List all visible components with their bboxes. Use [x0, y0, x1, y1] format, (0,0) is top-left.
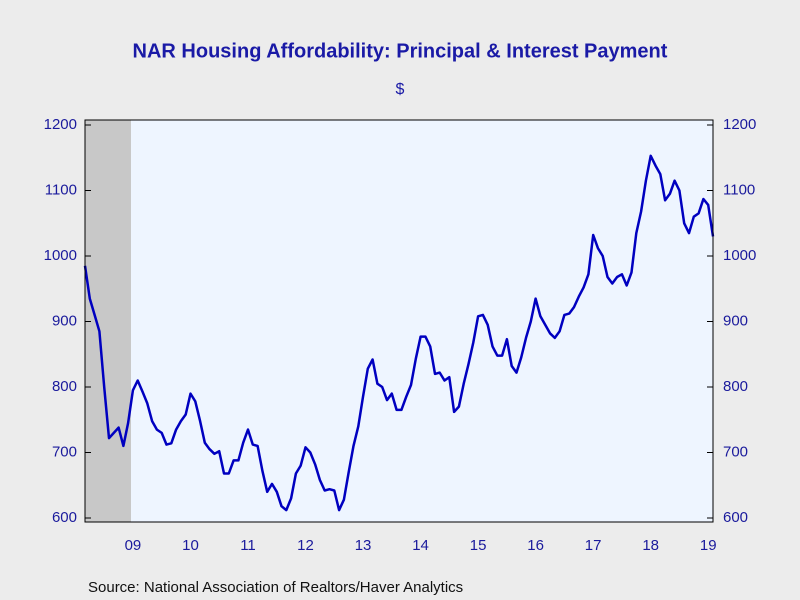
x-tick-label: 17	[585, 537, 602, 554]
x-tick-label: 15	[470, 537, 487, 554]
x-tick-label: 19	[700, 537, 717, 554]
y2-tick-label: 700	[723, 443, 748, 460]
plot-area	[85, 120, 713, 522]
subtitle: $	[396, 81, 405, 98]
y-tick-label: 600	[52, 509, 77, 526]
recession-shade	[85, 120, 131, 522]
y-tick-label: 800	[52, 378, 77, 395]
x-tick-label: 16	[527, 537, 544, 554]
y-tick-label: 1000	[44, 247, 77, 264]
y2-tick-label: 1200	[723, 116, 756, 133]
plot-border	[84, 119, 714, 523]
data-line	[83, 154, 715, 512]
x-tick-label: 10	[182, 537, 199, 554]
x-tick-label: 12	[297, 537, 314, 554]
x-tick-label: 11	[240, 537, 256, 554]
x-tick-label: 14	[412, 537, 429, 554]
x-tick-label: 09	[125, 537, 142, 554]
y-tick-label: 900	[52, 312, 77, 329]
y-tick-label: 700	[52, 443, 77, 460]
chart-title: NAR Housing Affordability: Principal & I…	[133, 40, 668, 62]
y2-tick-label: 900	[723, 312, 748, 329]
y2-tick-label: 600	[723, 509, 748, 526]
y2-tick-label: 1000	[723, 247, 756, 264]
y-tick-label: 1100	[45, 181, 77, 198]
y2-tick-label: 1100	[723, 181, 755, 198]
y2-tick-label: 800	[723, 378, 748, 395]
source: Source: National Association of Realtors…	[88, 579, 463, 596]
x-tick-label: 18	[642, 537, 659, 554]
y-tick-label: 1200	[44, 116, 77, 133]
x-tick-label: 13	[355, 537, 372, 554]
